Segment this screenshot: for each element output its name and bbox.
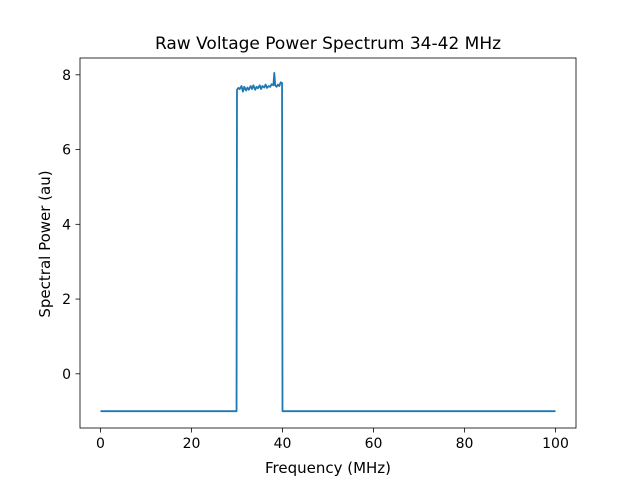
y-axis-ticks: 0 2 4 6 8: [62, 68, 80, 383]
y-tick-label: 2: [62, 292, 71, 308]
plot-area-frame: [79, 57, 577, 429]
chart-title: Raw Voltage Power Spectrum 34-42 MHz: [155, 34, 501, 54]
x-tick-label: 40: [274, 436, 292, 452]
x-tick-label: 60: [365, 436, 383, 452]
y-tick-label: 0: [62, 367, 71, 383]
y-tick-label: 8: [62, 68, 71, 84]
x-tick-label: 0: [96, 436, 105, 452]
y-tick-label: 6: [62, 143, 71, 159]
x-tick-label: 20: [183, 436, 201, 452]
x-axis-ticks: 0 20 40 60 80 100: [96, 428, 569, 452]
series-line-power-spectrum: [100, 72, 556, 413]
y-tick-label: 4: [62, 217, 71, 233]
y-axis-label: Spectral Power (au): [36, 170, 54, 317]
x-axis-label: Frequency (MHz): [265, 459, 391, 477]
x-tick-label: 100: [542, 436, 569, 452]
x-tick-label: 80: [456, 436, 474, 452]
